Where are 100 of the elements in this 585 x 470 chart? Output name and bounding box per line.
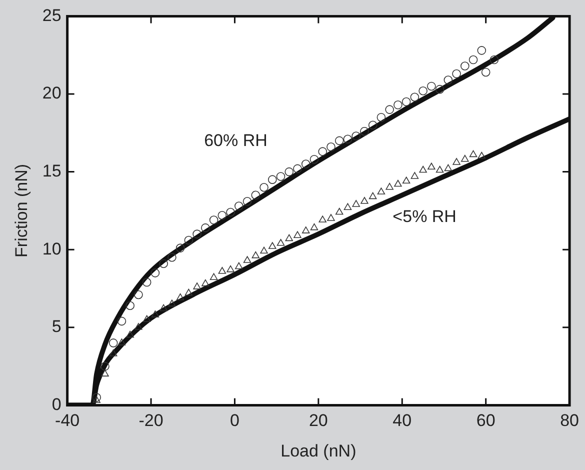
point bbox=[444, 76, 453, 84]
point bbox=[326, 142, 336, 152]
x-tick-label: 80 bbox=[560, 411, 580, 430]
point bbox=[385, 105, 394, 114]
point bbox=[242, 196, 252, 206]
point bbox=[285, 234, 293, 242]
point bbox=[284, 167, 294, 176]
point bbox=[235, 262, 243, 270]
point bbox=[310, 154, 319, 164]
y-tick-label: 25 bbox=[42, 6, 62, 25]
point bbox=[428, 162, 436, 170]
point bbox=[202, 279, 210, 286]
point bbox=[260, 246, 268, 254]
point bbox=[318, 216, 326, 222]
point bbox=[352, 200, 360, 207]
point bbox=[477, 46, 486, 55]
point bbox=[469, 150, 478, 158]
y-axis-title: Friction (nN) bbox=[12, 164, 31, 258]
x-axis-title: Load (nN) bbox=[280, 441, 356, 460]
point bbox=[184, 288, 193, 296]
point bbox=[327, 214, 335, 221]
point bbox=[394, 180, 402, 187]
point bbox=[302, 226, 310, 234]
point bbox=[218, 210, 227, 220]
point bbox=[159, 259, 168, 268]
point bbox=[209, 216, 218, 224]
series-label: 60% RH bbox=[204, 131, 268, 150]
point bbox=[418, 86, 428, 96]
point bbox=[100, 362, 110, 371]
point bbox=[201, 223, 210, 232]
point bbox=[134, 290, 143, 300]
point bbox=[436, 166, 444, 173]
point bbox=[210, 273, 218, 280]
point bbox=[92, 393, 102, 402]
point bbox=[478, 152, 486, 159]
point bbox=[118, 338, 126, 346]
point bbox=[252, 251, 260, 258]
point bbox=[410, 92, 420, 102]
point bbox=[268, 242, 276, 249]
y-tick-label: 10 bbox=[42, 239, 62, 258]
point bbox=[276, 238, 285, 246]
point bbox=[176, 244, 185, 252]
point bbox=[150, 268, 160, 278]
point bbox=[193, 282, 201, 290]
point bbox=[243, 256, 252, 263]
point bbox=[419, 166, 427, 173]
point bbox=[142, 315, 151, 322]
point bbox=[109, 349, 118, 356]
point bbox=[126, 330, 134, 338]
point bbox=[435, 84, 444, 94]
point bbox=[461, 154, 469, 162]
point bbox=[444, 164, 452, 172]
point bbox=[251, 190, 260, 200]
point bbox=[360, 196, 368, 204]
point bbox=[276, 172, 286, 181]
point bbox=[218, 266, 226, 274]
point bbox=[402, 97, 411, 106]
x-tick-label: 60 bbox=[476, 411, 496, 430]
point bbox=[335, 208, 344, 215]
point bbox=[134, 323, 142, 330]
point bbox=[168, 252, 176, 262]
point bbox=[490, 55, 499, 64]
point bbox=[343, 134, 352, 144]
x-tick-label: 20 bbox=[308, 411, 328, 430]
point bbox=[176, 293, 184, 300]
point bbox=[293, 164, 302, 174]
point bbox=[402, 176, 410, 184]
point bbox=[160, 304, 168, 312]
point bbox=[410, 172, 419, 179]
point bbox=[168, 300, 176, 306]
point bbox=[310, 223, 318, 230]
point bbox=[108, 338, 118, 348]
point bbox=[126, 301, 134, 310]
point bbox=[226, 208, 235, 217]
x-tick-label: -40 bbox=[55, 411, 80, 430]
point bbox=[468, 55, 478, 64]
point bbox=[386, 182, 394, 190]
point bbox=[318, 147, 328, 156]
point bbox=[294, 231, 302, 238]
point bbox=[376, 112, 386, 122]
y-tick-label: 20 bbox=[42, 84, 62, 103]
y-tick-label: 0 bbox=[52, 394, 62, 414]
point bbox=[481, 68, 490, 77]
x-tick-label: -20 bbox=[138, 411, 164, 430]
point bbox=[226, 265, 234, 272]
point bbox=[368, 120, 378, 130]
point bbox=[92, 396, 100, 403]
point bbox=[394, 100, 402, 110]
point bbox=[301, 160, 310, 168]
point bbox=[377, 188, 386, 194]
x-tick-label: 40 bbox=[392, 411, 412, 430]
point bbox=[368, 192, 377, 200]
point bbox=[234, 202, 244, 210]
y-tick-label: 15 bbox=[42, 161, 62, 180]
point bbox=[260, 182, 268, 192]
point bbox=[184, 236, 194, 245]
point bbox=[460, 62, 470, 70]
point bbox=[344, 203, 352, 210]
point bbox=[334, 136, 344, 146]
point bbox=[268, 175, 277, 184]
